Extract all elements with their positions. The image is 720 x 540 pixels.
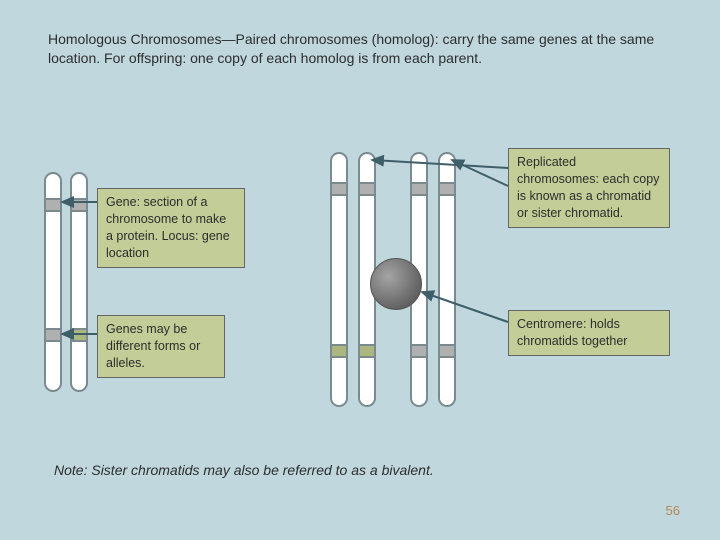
note-text: Note: Sister chromatids may also be refe… [54, 462, 434, 478]
gene-band [330, 182, 348, 196]
gene-band [330, 344, 348, 358]
gene-band [44, 198, 62, 212]
callout-gene-text: Gene: section of a chromosome to make a … [106, 195, 230, 260]
callout-replicated-text: Replicated chromosomes: each copy is kno… [517, 155, 659, 220]
gene-band [70, 198, 88, 212]
gene-band [438, 182, 456, 196]
gene-band [358, 344, 376, 358]
page-number: 56 [666, 503, 680, 518]
callout-replicated: Replicated chromosomes: each copy is kno… [508, 148, 670, 228]
gene-band [44, 328, 62, 342]
centromere-icon [370, 258, 422, 310]
gene-band [438, 344, 456, 358]
chromosome-right-4 [438, 152, 456, 407]
chromosome-left-1 [44, 172, 62, 392]
gene-band [358, 182, 376, 196]
gene-band [410, 182, 428, 196]
callout-alleles-text: Genes may be different forms or alleles. [106, 322, 200, 370]
callout-gene: Gene: section of a chromosome to make a … [97, 188, 245, 268]
gene-band [410, 344, 428, 358]
callout-alleles: Genes may be different forms or alleles. [97, 315, 225, 378]
page-title: Homologous Chromosomes—Paired chromosome… [48, 30, 663, 68]
chromosome-right-1 [330, 152, 348, 407]
gene-band [70, 328, 88, 342]
callout-centromere: Centromere: holds chromatids together [508, 310, 670, 356]
chromosome-left-2 [70, 172, 88, 392]
callout-centromere-text: Centromere: holds chromatids together [517, 317, 627, 348]
